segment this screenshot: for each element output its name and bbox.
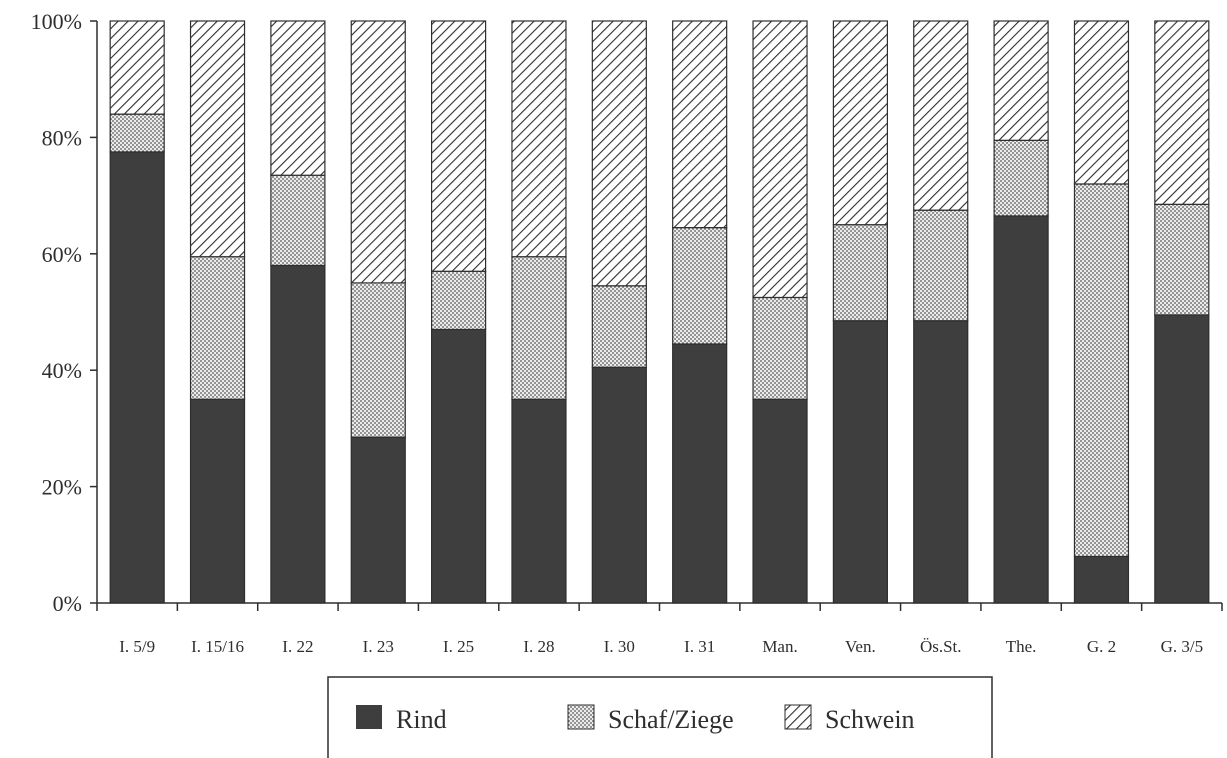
bar-segment-schaf-ziege [511,256,567,400]
bar-segment-schwein [913,20,969,211]
y-tick-label: 100% [31,9,82,34]
x-tick-label: Ven. [845,637,876,656]
x-tick-label: Man. [762,637,797,656]
bar-segment-schaf-ziege [270,174,326,267]
legend: Rind Schaf/Ziege Schwein [327,676,993,758]
x-tick-label: I. 15/16 [191,637,244,656]
x-tick-label: I. 22 [282,637,313,656]
legend-label-rind: Rind [396,705,447,734]
bar-segment-schaf-ziege [913,209,969,322]
bar-segment-rind [350,436,406,604]
bar-segment-schaf-ziege [832,224,888,322]
bar-segment-rind [752,398,808,604]
x-tick-label: I. 31 [684,637,715,656]
bar-segment-schwein [672,20,728,229]
x-tick-label: I. 23 [363,637,394,656]
bar-segment-schwein [591,20,647,287]
y-tick-label: 80% [42,125,82,150]
y-tick-label: 40% [42,358,82,383]
bar-segment-rind [913,320,969,604]
bars-group [109,20,1210,604]
bar-segment-rind [511,398,567,604]
bar-segment-schaf-ziege [350,282,406,438]
bar-segment-rind [431,328,487,604]
x-tick-label: G. 3/5 [1161,637,1204,656]
bar-segment-schwein [1154,20,1210,205]
bar-segment-schwein [189,20,246,258]
bar-segment-schwein [832,20,888,226]
bar-segment-rind [1154,314,1210,604]
legend-label-schaf-ziege: Schaf/Ziege [608,705,734,734]
bar-segment-schwein [350,20,406,284]
x-tick-label: G. 2 [1087,637,1116,656]
x-axis: I. 5/9 I. 15/16 I. 22 I. 23 I. 25 I. 28 I. 30 I… [96,602,1223,656]
bar-segment-rind [270,264,326,604]
bar-segment-schaf-ziege [591,285,647,368]
bar-segment-schwein [1073,20,1130,185]
bar-segment-schaf-ziege [1154,203,1210,316]
y-axis: 0% 20% 40% 60% 80% 100% [31,9,98,616]
y-tick-label: 0% [53,591,82,616]
bar-segment-schaf-ziege [752,296,808,400]
x-tick-label: Ös.St. [920,637,962,656]
legend-box [327,676,993,758]
bar-segment-rind [672,343,728,604]
bar-segment-schwein [511,20,567,258]
bar-segment-schwein [752,20,808,299]
bar-segment-schwein [431,20,487,272]
bar-segment-rind [1073,555,1130,604]
bar-segment-schaf-ziege [672,227,728,345]
x-tick-label: I. 5/9 [119,637,155,656]
x-tick-label: The. [1006,637,1037,656]
bar-segment-schaf-ziege [109,113,165,153]
bar-segment-schwein [270,20,326,176]
bar-segment-rind [189,398,246,604]
y-tick-label: 20% [42,475,82,500]
bar-segment-rind [832,320,888,604]
bar-segment-schwein [109,20,165,115]
bar-segment-schaf-ziege [189,256,246,400]
bar-segment-schaf-ziege [431,270,487,331]
x-tick-label: I. 25 [443,637,474,656]
x-tick-label: I. 30 [604,637,635,656]
x-tick-label: I. 28 [523,637,554,656]
legend-swatch-schwein [784,704,812,730]
legend-label-schwein: Schwein [825,705,915,734]
bar-segment-schwein [993,20,1049,141]
legend-swatch-rind [356,705,382,729]
bar-segment-rind [109,151,165,604]
legend-swatch-schaf-ziege [567,704,595,730]
bar-segment-schaf-ziege [1073,183,1130,558]
y-tick-label: 60% [42,242,82,267]
bar-segment-schaf-ziege [993,139,1049,217]
bar-segment-rind [591,366,647,604]
bar-segment-rind [993,215,1049,604]
